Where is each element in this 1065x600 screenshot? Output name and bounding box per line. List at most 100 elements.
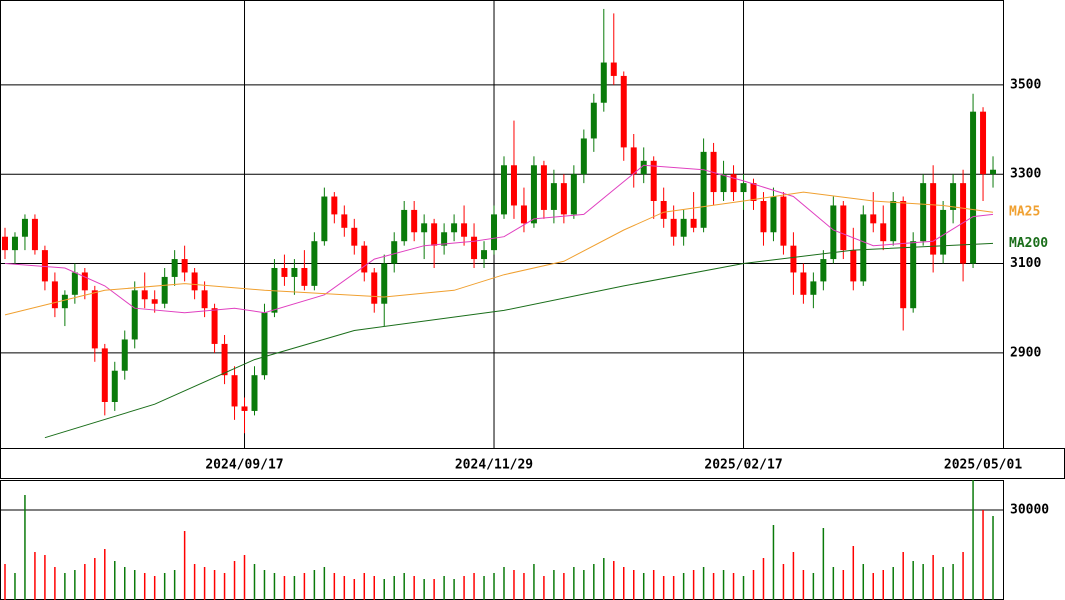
candle-body [301, 267, 308, 286]
candle-body [690, 218, 697, 228]
candle-body [331, 196, 338, 215]
candle-body [131, 290, 138, 340]
candle-body [111, 370, 118, 402]
candle-body [461, 223, 468, 237]
candle-body [660, 200, 667, 219]
candle-body [510, 165, 517, 206]
candle-body [471, 236, 478, 260]
candle-body [391, 241, 398, 264]
candle-body [530, 165, 537, 224]
candle-body [341, 214, 348, 228]
candle-body [481, 250, 488, 260]
candle-body [820, 259, 827, 282]
candle-body [750, 183, 757, 201]
candle-body [980, 111, 987, 175]
candle-body [670, 218, 677, 237]
candle-body [161, 276, 168, 304]
price-frame [0, 0, 1004, 449]
candle-body [311, 241, 318, 286]
candle-body [860, 214, 867, 282]
candle-body [261, 312, 268, 376]
candle-body [451, 223, 458, 233]
candle-body [800, 272, 807, 295]
candle-body [790, 245, 797, 273]
candle-body [730, 174, 737, 193]
candle-body [371, 272, 378, 304]
candle-body [590, 102, 597, 139]
candle-body [251, 375, 258, 411]
candle-body [201, 290, 208, 309]
candle-body [21, 218, 28, 237]
candle-body [231, 375, 238, 407]
x-tick-label: 2024/09/17 [205, 458, 283, 473]
candle-body [211, 308, 218, 344]
candle-body [600, 62, 607, 103]
candle-body [900, 200, 907, 309]
x-tick-label: 2025/05/01 [944, 458, 1022, 473]
candle-body [870, 214, 877, 224]
candle-body [151, 299, 158, 304]
candle-body [650, 160, 657, 201]
candle-body [241, 406, 248, 411]
candle-body [720, 174, 727, 193]
candle-body [441, 232, 448, 246]
y-tick-label: 3500 [1010, 77, 1041, 92]
candle-body [680, 218, 687, 237]
candle-body [740, 183, 747, 193]
candle-body [1, 236, 8, 251]
candle-body [71, 272, 78, 295]
candle-body [640, 160, 647, 175]
candle-body [271, 267, 278, 313]
candle-body [321, 196, 328, 242]
candle-body [770, 196, 777, 233]
candle-body [501, 165, 507, 215]
candle-body [610, 62, 617, 76]
candle-body [990, 169, 997, 175]
candle-body [431, 223, 438, 246]
candle-body [61, 294, 68, 309]
candle-body [930, 183, 937, 255]
candle-body [411, 209, 418, 233]
y-tick-label: 2900 [1010, 345, 1041, 360]
candle-body [221, 343, 228, 376]
candle-body [840, 205, 847, 251]
candle-body [181, 259, 188, 273]
ma-line [4, 191, 994, 316]
candle-body [191, 272, 198, 291]
candle-body [880, 223, 887, 242]
y-tick-label: 30000 [1010, 503, 1049, 518]
ma-line [44, 242, 994, 439]
candle-body [81, 272, 88, 291]
candle-body [950, 183, 957, 210]
candle-body [401, 209, 408, 242]
candle-body [810, 281, 817, 295]
candle-body [351, 227, 358, 246]
candle-body [580, 138, 587, 175]
candle-body [850, 250, 857, 282]
y-tick-label: 3300 [1010, 167, 1041, 182]
x-tick-label: 2024/11/29 [455, 458, 533, 473]
candle-body [361, 245, 368, 273]
candle-body [291, 267, 298, 277]
candle-body [780, 196, 787, 246]
candle-body [91, 290, 98, 349]
candle-body [41, 250, 48, 282]
candle-body [381, 263, 388, 304]
candle-body [141, 290, 148, 300]
candle-body [560, 183, 567, 215]
candle-body [171, 259, 178, 277]
candle-body [630, 147, 637, 175]
candle-body [540, 165, 547, 210]
candle-body [920, 183, 927, 242]
x-tick-label: 2025/02/17 [704, 458, 782, 473]
candle-body [491, 214, 498, 251]
legend-label: MA25 [1009, 205, 1040, 220]
candle-body [940, 209, 947, 255]
candle-body [710, 151, 717, 193]
candle-body [11, 236, 18, 251]
candle-body [550, 183, 557, 210]
candle-body [910, 241, 917, 309]
candle-body [51, 281, 58, 309]
candle-body [570, 174, 577, 215]
